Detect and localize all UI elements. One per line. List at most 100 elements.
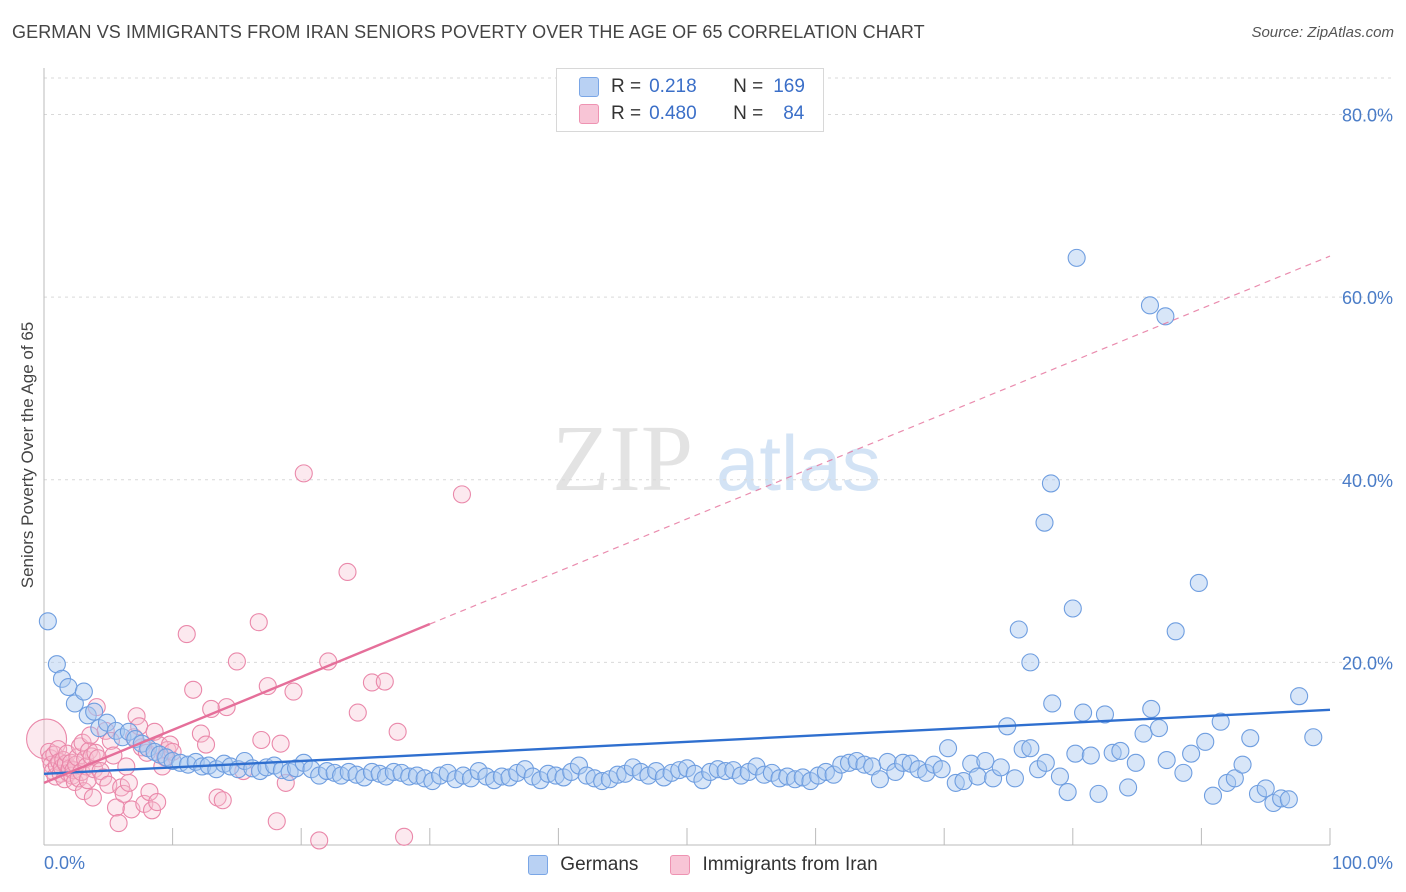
germans-point (770, 769, 789, 788)
germans-point (1009, 620, 1028, 639)
gridlines (44, 77, 1392, 663)
watermark-zip: ZIP (552, 407, 693, 511)
y-axis-title: Seniors Poverty Over the Age of 65 (18, 322, 37, 588)
legend-series: Germans Immigrants from Iran (0, 852, 1406, 878)
iran-point (109, 814, 128, 833)
watermark: ZIP atlas (552, 407, 881, 511)
y-tick-label: 80.0% (1342, 106, 1393, 126)
legend-n-value: 169 (773, 76, 805, 97)
germans-point (839, 753, 859, 772)
legend-item-germans: Germans (528, 854, 638, 876)
germans-point (1066, 744, 1085, 763)
legend-r-value: 0.218 (649, 76, 697, 97)
y-tick-label: 60.0% (1342, 288, 1393, 308)
germans-point (1067, 248, 1086, 267)
iran-point (208, 788, 227, 807)
germans-series (38, 248, 1323, 813)
germans-point (1089, 784, 1108, 803)
iran-point (117, 757, 136, 776)
iran-point (348, 703, 367, 722)
germans-point (1035, 513, 1054, 532)
iran-point (252, 730, 271, 750)
germans-point (1157, 751, 1176, 770)
legend-label-germans: Germans (560, 854, 639, 875)
germans-point (362, 762, 381, 782)
germans-point (1043, 694, 1062, 713)
germans-point (946, 773, 965, 792)
legend-swatch-iran (579, 104, 599, 124)
germans-point (1021, 739, 1040, 758)
legend-n-label: N = (733, 76, 764, 97)
germans-point (1290, 687, 1309, 706)
germans-point (855, 755, 874, 774)
germans-point (1058, 782, 1077, 802)
legend-row-iran: R = 0.480 N = 84 (579, 101, 804, 127)
iran-point (375, 672, 394, 691)
germans-point (85, 702, 104, 721)
iran-point (213, 791, 232, 810)
iran-point (452, 485, 472, 504)
legend-stats: R = 0.218 N = 169 R = 0.480 N = 84 (556, 68, 824, 132)
iran-point (106, 798, 126, 817)
germans-point (1081, 746, 1100, 765)
axes (43, 68, 1331, 846)
germans-point (755, 765, 774, 784)
germans-point (163, 751, 182, 771)
germans-point (1063, 599, 1082, 618)
iran-series (26, 464, 472, 850)
germans-point (59, 677, 78, 697)
iran-point (294, 464, 313, 483)
iran-point (196, 735, 216, 754)
germans-point (235, 751, 254, 771)
germans-point (38, 612, 57, 631)
germans-point (991, 758, 1010, 777)
germans-point (1142, 699, 1161, 718)
germans-trend-line (43, 708, 1331, 775)
iran-point (388, 722, 407, 741)
germans-point (106, 721, 126, 740)
germans-point (1095, 705, 1114, 724)
germans-point (1233, 755, 1252, 774)
germans-point (954, 772, 973, 791)
germans-point (886, 762, 905, 782)
iran-point (74, 782, 93, 801)
germans-point (74, 682, 93, 701)
germans-point (1225, 769, 1244, 788)
legend-r-label: R = (611, 103, 642, 124)
germans-point (932, 760, 951, 779)
germans-point (1119, 778, 1138, 797)
germans-point (1074, 703, 1093, 722)
watermark-atlas: atlas (716, 419, 881, 507)
germans-point (1279, 790, 1298, 809)
germans-point (400, 767, 419, 786)
iran-point (119, 773, 138, 792)
iran-point (227, 652, 246, 671)
iran-point (249, 613, 268, 632)
germans-point (976, 751, 995, 771)
germans-point (1189, 573, 1208, 592)
iran-point (362, 673, 381, 692)
germans-point (1140, 296, 1160, 315)
germans-point (1111, 741, 1130, 761)
germans-point (461, 769, 481, 788)
iran-point (114, 784, 133, 803)
germans-point (1241, 729, 1260, 748)
germans-point (1203, 786, 1223, 805)
legend-row-germans: R = 0.218 N = 169 (579, 74, 805, 100)
germans-point (1174, 763, 1193, 782)
germans-point (870, 770, 889, 789)
x-tick-label: 100.0% (1332, 853, 1393, 873)
germans-point (1134, 724, 1153, 743)
germans-point (708, 760, 727, 779)
iran-trend-line (43, 622, 431, 785)
germans-point (1013, 740, 1032, 759)
iran-point (83, 788, 102, 807)
y-tick-label: 20.0% (1342, 653, 1393, 673)
germans-point (1050, 767, 1069, 786)
germans-point (1196, 732, 1215, 751)
germans-point (515, 760, 535, 779)
legend-r-label: R = (611, 76, 642, 97)
germans-point (893, 753, 913, 772)
germans-point (968, 767, 987, 786)
